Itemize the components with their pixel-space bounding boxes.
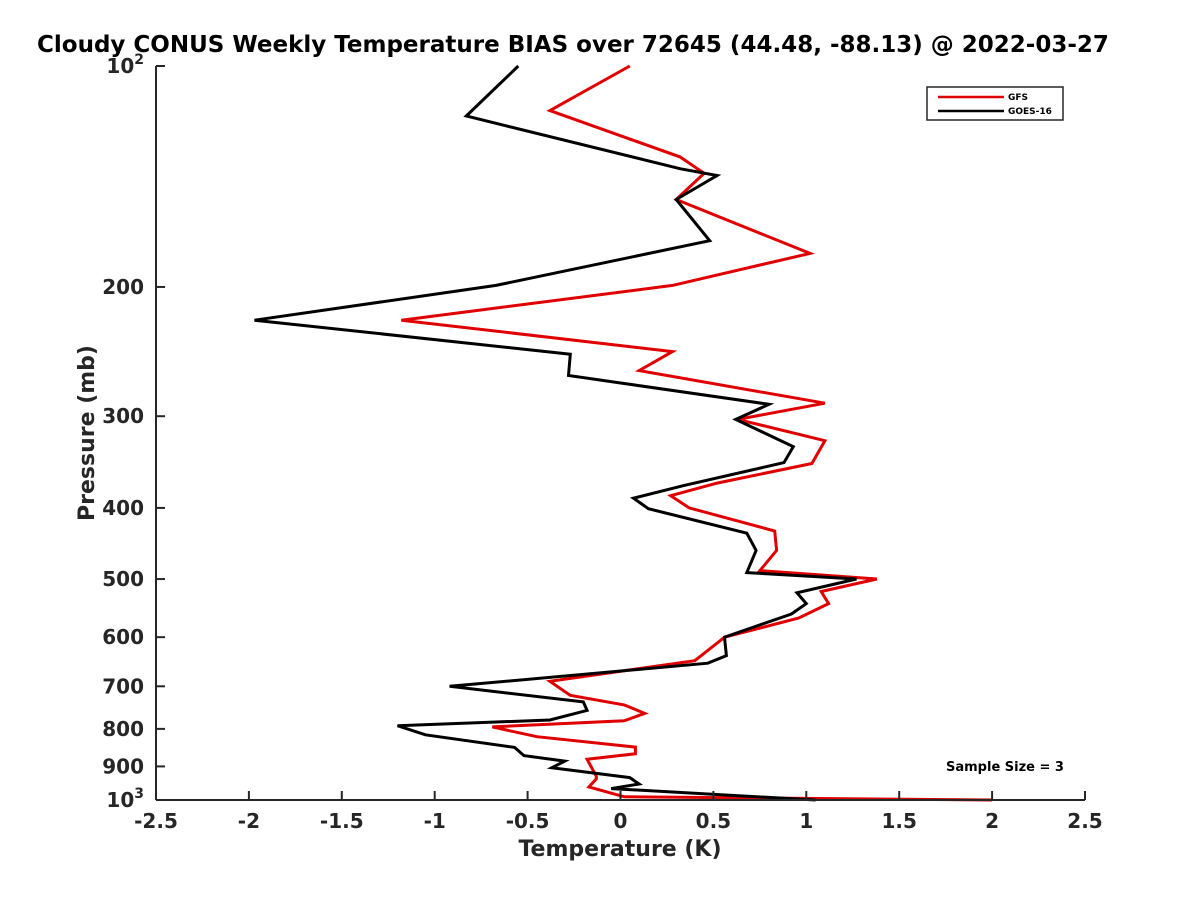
y-tick-label: 102 — [106, 52, 144, 78]
x-tick-label: 0.5 — [696, 809, 731, 833]
y-tick-label: 200 — [102, 275, 144, 299]
y-tick-label: 800 — [102, 717, 144, 741]
legend-label-goes16: GOES-16 — [1008, 107, 1052, 117]
x-tick-label: 1 — [799, 809, 813, 833]
y-tick-label: 400 — [102, 496, 144, 520]
sample-size-annotation: Sample Size = 3 — [946, 760, 1064, 775]
x-tick-label: -1.5 — [320, 809, 364, 833]
y-tick-label: 300 — [102, 404, 144, 428]
x-tick-label: 2.5 — [1067, 809, 1102, 833]
y-axis-label: Pressure (mb) — [75, 345, 100, 521]
tick-labels: -2.5 -2 -1.5 -1 -0.5 0 0.5 1 1.5 2 2.5 102 200 300 400… — [102, 52, 1102, 833]
x-tick-label: 2 — [985, 809, 999, 833]
chart-title: Cloudy CONUS Weekly Temperature BIAS ove… — [37, 32, 1109, 58]
x-tick-label: -2.5 — [134, 809, 178, 833]
y-tick-label: 700 — [102, 674, 144, 698]
legend-label-gfs: GFS — [1008, 93, 1028, 103]
series-line-gfs — [401, 64, 993, 802]
x-tick-label: -0.5 — [506, 809, 550, 833]
y-tick-label: 900 — [102, 754, 144, 778]
legend-box — [926, 86, 1064, 121]
x-tick-label: 0 — [614, 809, 628, 833]
x-axis-label: Temperature (K) — [518, 837, 721, 862]
x-tick-label: -2 — [238, 809, 260, 833]
axes — [155, 65, 1086, 801]
series-lines — [254, 64, 993, 802]
legend: GFS GOES-16 — [926, 86, 1064, 121]
y-tick-label: 500 — [102, 567, 144, 591]
x-tick-label: -1 — [424, 809, 446, 833]
series-line-goes-16 — [254, 64, 857, 802]
y-tick-label: 600 — [102, 625, 144, 649]
x-tick-label: 1.5 — [881, 809, 916, 833]
